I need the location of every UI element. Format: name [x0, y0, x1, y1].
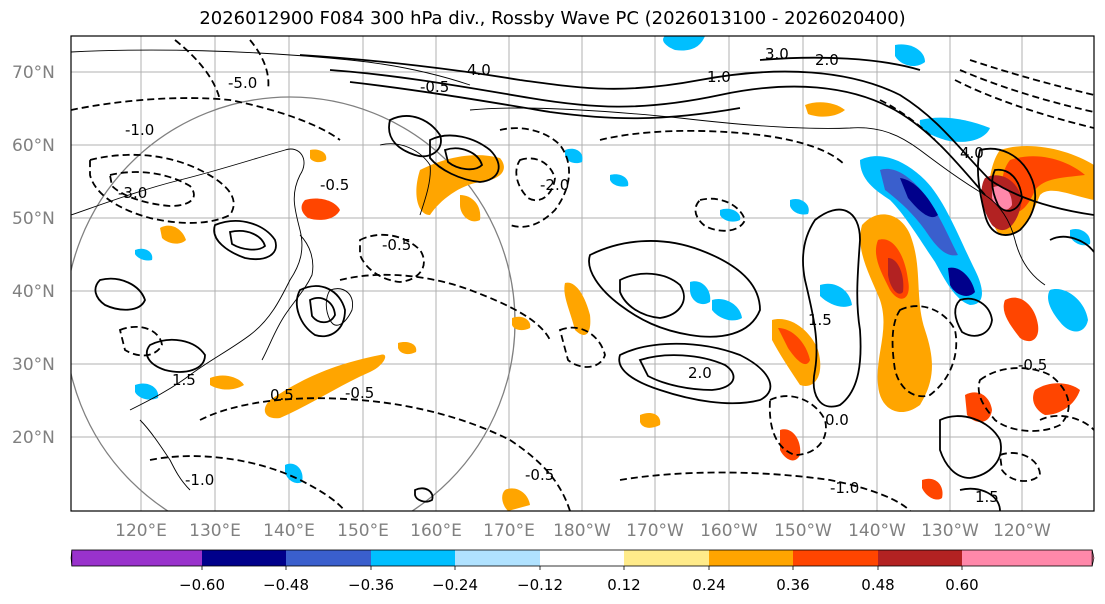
gridlines	[71, 36, 1094, 511]
colorbar-segment	[709, 550, 793, 566]
lon-label: 170°W	[626, 521, 684, 541]
contour-label: -1.0	[830, 479, 859, 497]
contour-label: 2.0	[688, 364, 712, 382]
lon-label: 140°E	[263, 521, 315, 541]
colorbar-tick-label: −0.12	[517, 576, 563, 594]
colorbar-segment	[71, 550, 202, 566]
lon-label: 160°W	[700, 521, 758, 541]
colorbar-segment	[624, 550, 709, 566]
lon-label: 120°W	[993, 521, 1051, 541]
contour-label: 4.0	[467, 61, 491, 79]
lon-label: 130°E	[189, 521, 241, 541]
colorbar-tick-label: 0.36	[776, 576, 809, 594]
contours-negative	[71, 39, 1094, 511]
lat-label: 70°N	[12, 63, 55, 83]
contour-label: -1.0	[125, 121, 154, 139]
map-title: 2026012900 F084 300 hPa div., Rossby Wav…	[199, 8, 906, 29]
lon-label: 160°E	[410, 521, 462, 541]
contour-label: 1.5	[975, 488, 999, 506]
longitude-labels: 120°E 130°E 140°E 150°E 160°E 170°E 180°…	[115, 521, 1051, 541]
latitude-labels: 70°N 60°N 50°N 40°N 30°N 20°N	[12, 63, 55, 448]
colorbar-tick-label: −0.60	[179, 576, 225, 594]
colorbar-segment	[962, 550, 1093, 566]
colorbar-segment	[878, 550, 962, 566]
contour-label: 0.0	[825, 411, 849, 429]
lon-label: 140°W	[848, 521, 906, 541]
colorbar-tick-label: −0.24	[432, 576, 478, 594]
contour-label: -0.5	[320, 176, 349, 194]
lon-label: 150°E	[337, 521, 389, 541]
contour-label: -5.0	[228, 74, 257, 92]
colorbar-tick-label: 0.24	[692, 576, 725, 594]
contour-label: -0.5	[1018, 356, 1047, 374]
contour-label: 2.0	[815, 51, 839, 69]
colorbar-segment	[371, 550, 455, 566]
colorbar-tick-label: 0.12	[607, 576, 640, 594]
lat-label: 60°N	[12, 136, 55, 156]
colorbar-segment	[286, 550, 371, 566]
lon-label: 130°W	[921, 521, 979, 541]
lat-label: 20°N	[12, 428, 55, 448]
colorbar	[70, 549, 1095, 570]
lon-label: 180°W	[553, 521, 611, 541]
divergence-shading	[135, 36, 1094, 511]
contour-label: 3.0	[765, 45, 789, 63]
colorbar-outline	[71, 549, 1093, 567]
colorbar-segment	[540, 550, 624, 566]
contour-label: 1.5	[808, 311, 832, 329]
lat-label: 50°N	[12, 209, 55, 229]
contours-positive	[94, 54, 1094, 511]
lat-label: 40°N	[12, 282, 55, 302]
contour-label: -0.5	[345, 384, 374, 402]
contour-label: -0.5	[525, 466, 554, 484]
lon-label: 170°E	[483, 521, 535, 541]
contour-label: -2.0	[540, 176, 569, 194]
colorbar-tick-label: 0.60	[945, 576, 978, 594]
colorbar-segment	[202, 550, 286, 566]
colorbar-tick-label: −0.36	[348, 576, 394, 594]
contour-label: 4.0	[960, 144, 984, 162]
contour-label: 1.0	[707, 68, 731, 86]
colorbar-ticks: −0.60 −0.48 −0.36 −0.24 −0.12 0.12 0.24 …	[179, 576, 979, 594]
map-border	[70, 35, 1095, 512]
contour-label: 1.5	[172, 371, 196, 389]
colorbar-segment	[455, 550, 540, 566]
lat-label: 30°N	[12, 355, 55, 375]
colorbar-tick-label: −0.48	[263, 576, 309, 594]
lon-label: 120°E	[115, 521, 167, 541]
contour-label: -0.5	[382, 236, 411, 254]
colorbar-tick-label: 0.48	[861, 576, 894, 594]
contour-label: -0.5	[420, 78, 449, 96]
colorbar-segment	[793, 550, 878, 566]
contour-label: -1.0	[185, 471, 214, 489]
lon-label: 150°W	[774, 521, 832, 541]
contour-label: -3.0	[118, 184, 147, 202]
contour-labels: 3.0 2.0 1.0 4.0 -0.5 -5.0 -1.0 -0.5 -3.0…	[118, 45, 1047, 506]
contour-label: 0.5	[270, 386, 294, 404]
